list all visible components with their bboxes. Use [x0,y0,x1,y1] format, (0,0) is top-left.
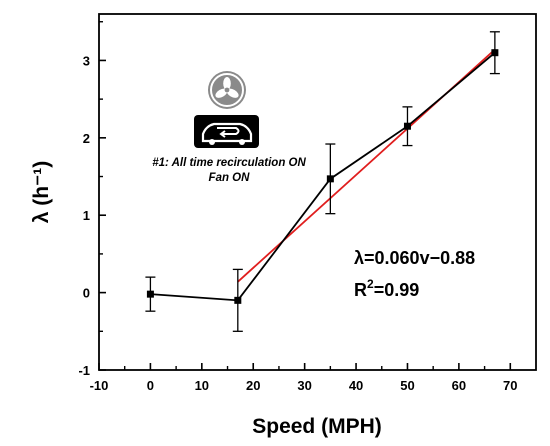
data-point [326,175,334,183]
r-squared-value: =0.99 [374,280,420,300]
x-tick-label: 20 [246,378,260,393]
car-recirculation-icon [194,115,259,148]
y-axis-title: λ (h⁻¹) [30,161,53,223]
data-point [234,296,242,304]
data-point [403,122,411,130]
y-tick-label: 2 [83,131,90,146]
y-tick-label: -1 [78,363,90,378]
x-tick-label: 0 [147,378,154,393]
r-squared-sup: 2 [367,277,374,291]
x-tick-label: 50 [400,378,414,393]
plot-frame [98,13,537,371]
x-tick-label: 30 [297,378,311,393]
annotation-line-2: Fan ON [209,172,251,184]
y-tick-label: 0 [83,286,90,301]
data-point [146,290,154,298]
x-tick-label: 40 [349,378,363,393]
fit-equation: λ=0.060v−0.88 [354,248,475,268]
annotation-line-1: #1: All time recirculation ON [152,157,306,169]
x-tick-label: 60 [452,378,466,393]
x-tick-label: 70 [503,378,517,393]
r-squared: R2=0.99 [354,277,419,300]
y-tick-label: 3 [83,53,90,68]
series-layer [145,31,500,332]
data-point [491,49,499,57]
y-tick-label: 1 [83,208,90,223]
fan-icon [208,71,246,109]
axis-ticks [98,21,512,371]
r-squared-base: R [354,280,367,300]
x-axis-title: Speed (MPH) [252,415,382,438]
x-tick-label: 10 [195,378,209,393]
x-tick-label: -10 [90,378,109,393]
